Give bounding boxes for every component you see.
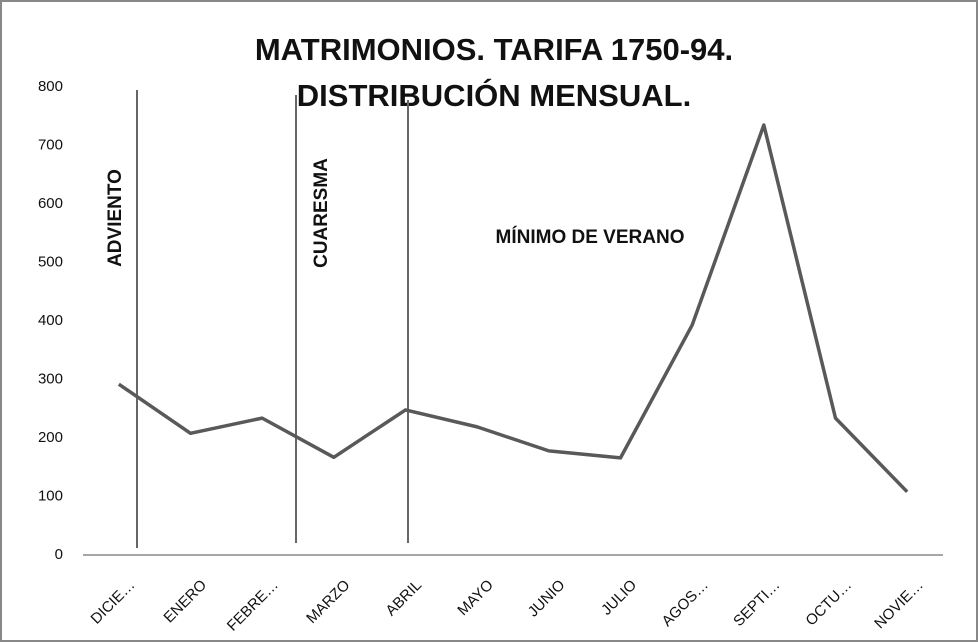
y-tick-label: 200	[38, 429, 63, 446]
y-tick-label: 300	[38, 370, 63, 387]
y-tick-label: 100	[38, 487, 63, 504]
y-tick-label: 400	[38, 312, 63, 329]
y-tick-label: 800	[38, 78, 63, 95]
annotation: CUARESMA	[311, 158, 332, 268]
chart-title: DISTRIBUCIÓN MENSUAL.	[297, 77, 691, 113]
y-tick-label: 700	[38, 136, 63, 153]
chart-title: MATRIMONIOS. TARIFA 1750-94.	[255, 32, 733, 67]
y-tick-label: 0	[55, 546, 63, 563]
annotation: MÍNIMO DE VERANO	[496, 226, 685, 248]
y-tick-label: 600	[38, 195, 63, 212]
annotation: ADVIENTO	[105, 169, 126, 267]
y-tick-label: 500	[38, 253, 63, 270]
series-line	[117, 123, 909, 494]
